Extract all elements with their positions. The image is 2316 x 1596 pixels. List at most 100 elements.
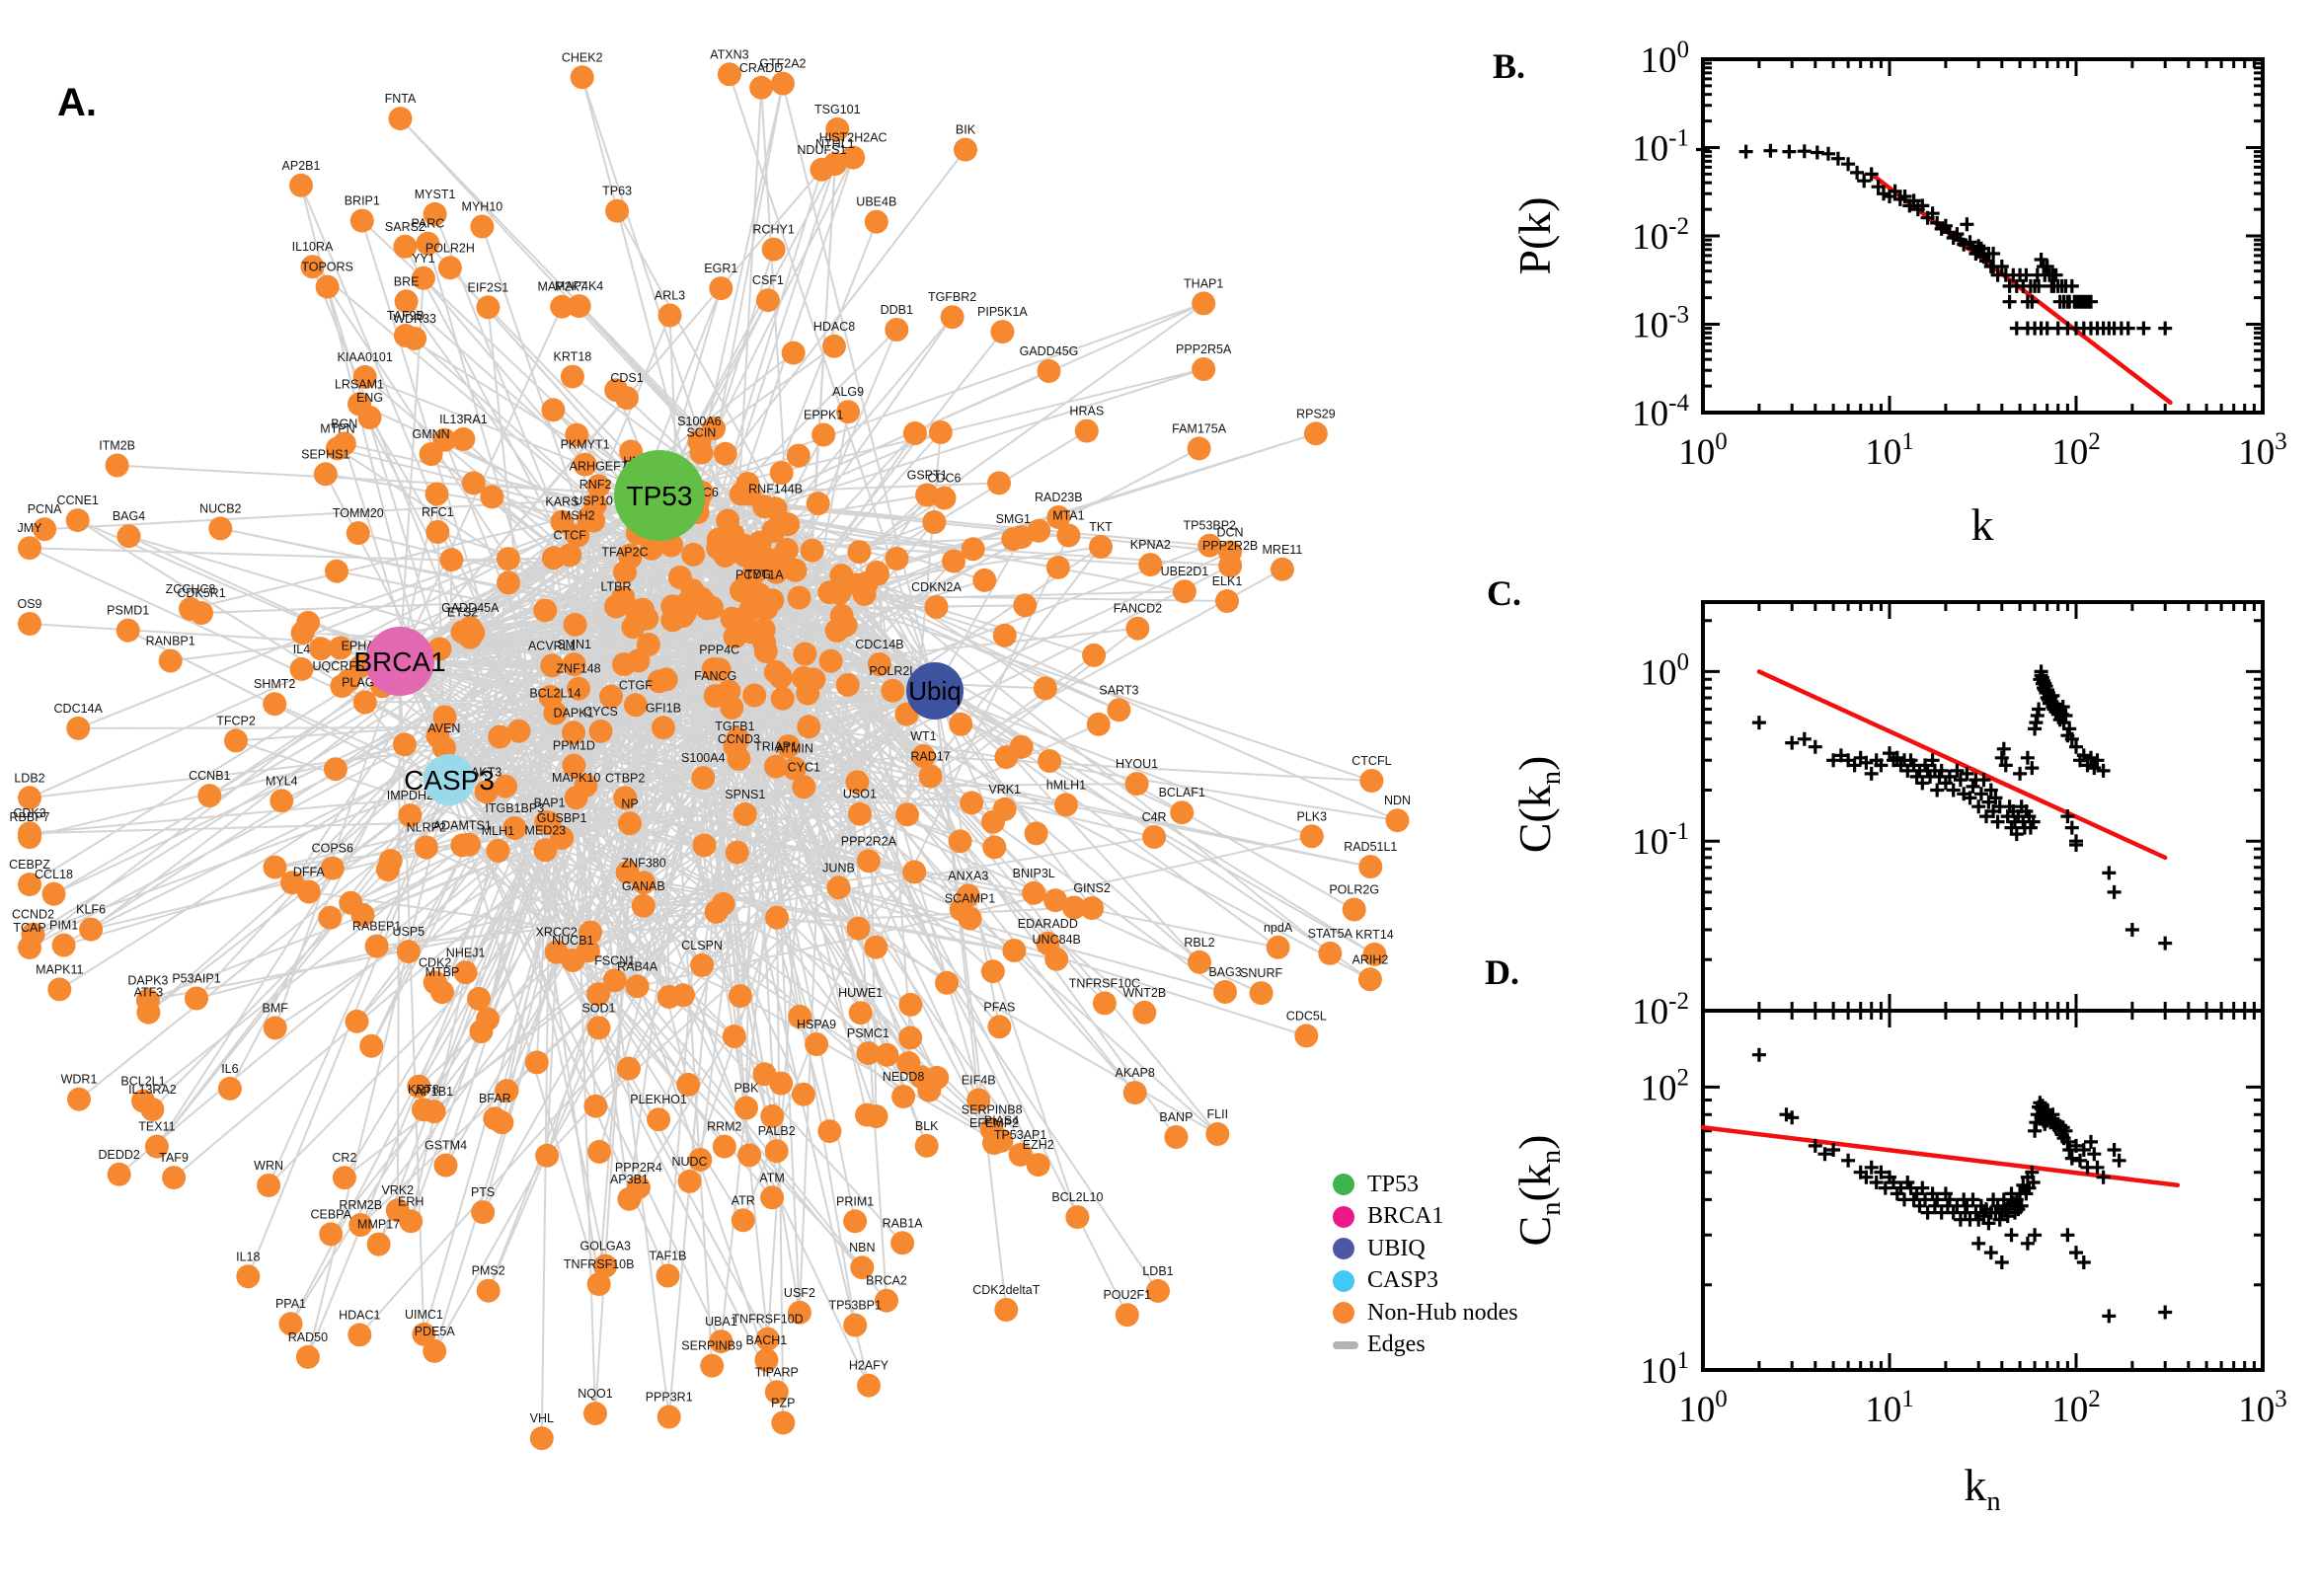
non-hub-node — [843, 1313, 868, 1337]
non-hub-node — [1086, 712, 1111, 736]
gene-label: SMG1 — [996, 512, 1031, 526]
gene-label: DFFA — [293, 866, 326, 879]
gene-label: OS9 — [17, 597, 41, 611]
legend-item-ubiq: UBIQ — [1333, 1233, 1518, 1265]
non-hub-node — [541, 398, 566, 422]
gene-label: AP1B1 — [415, 1085, 453, 1099]
non-hub-node — [565, 422, 589, 447]
non-hub-node — [966, 1088, 991, 1112]
non-hub-node — [407, 1074, 431, 1099]
gene-label: JMY — [18, 521, 43, 535]
non-hub-node — [1358, 855, 1383, 879]
non-hub-node — [681, 542, 706, 567]
non-hub-node — [735, 472, 760, 495]
non-hub-node — [902, 860, 927, 884]
non-hub-node — [895, 802, 919, 827]
non-hub-node — [720, 696, 744, 720]
legend-label: CASP3 — [1367, 1267, 1439, 1294]
non-hub-node — [496, 547, 520, 571]
non-hub-node — [587, 1139, 612, 1164]
gene-label: TCAP — [13, 921, 45, 935]
non-hub-node — [631, 893, 656, 918]
tick-label: 101 — [1865, 1386, 1914, 1430]
gene-label: SHMT2 — [254, 677, 295, 691]
non-hub-node — [135, 988, 160, 1013]
gene-label: PKMYT1 — [561, 438, 610, 452]
non-hub-node — [677, 1169, 702, 1193]
non-hub-node — [836, 400, 861, 424]
non-hub-node — [325, 559, 348, 583]
gene-label: UBE2D1 — [1161, 565, 1209, 578]
non-hub-node — [699, 595, 724, 620]
non-hub-node — [320, 856, 345, 880]
gene-label: GSTM4 — [425, 1139, 467, 1153]
gene-label: NDUFS1 — [797, 143, 846, 157]
non-hub-node — [1008, 1142, 1033, 1167]
non-hub-node — [1215, 589, 1239, 613]
non-hub-node — [319, 1222, 344, 1247]
non-hub-node — [1002, 939, 1027, 962]
legend-label: UBIQ — [1367, 1235, 1426, 1261]
non-hub-node — [469, 1020, 494, 1043]
non-hub-node — [1170, 800, 1195, 825]
gene-label: EIF2S1 — [468, 280, 509, 294]
gene-label: CDC14B — [855, 638, 903, 651]
non-hub-node — [713, 441, 737, 466]
gene-label: TEX11 — [138, 1120, 175, 1134]
non-hub-node — [616, 1056, 641, 1081]
non-hub-node — [1062, 895, 1086, 920]
non-hub-node — [533, 838, 558, 863]
non-hub-node — [709, 276, 733, 301]
non-hub-node — [339, 890, 363, 915]
legend-item-nonhub: Non-Hub nodes — [1333, 1297, 1518, 1330]
non-hub-node — [833, 613, 858, 638]
tick-labels: 100 10-1 10-2 — [1632, 648, 1689, 1032]
non-hub-node — [835, 673, 860, 697]
gene-label: TOMM20 — [333, 506, 384, 520]
gene-label: RRM2 — [707, 1120, 741, 1134]
non-hub-node — [771, 1410, 796, 1435]
non-hub-node — [1213, 980, 1237, 1004]
gene-label: CDC6 — [927, 472, 961, 486]
gene-label: LDB2 — [14, 771, 44, 785]
non-hub-node — [579, 920, 603, 945]
gene-label: PIP5K1A — [977, 305, 1028, 319]
non-hub-node — [332, 431, 356, 456]
gene-label: PPP2R5A — [1176, 342, 1232, 356]
non-hub-node — [280, 871, 304, 895]
non-hub-node — [576, 939, 600, 963]
non-hub-node — [793, 642, 817, 666]
non-hub-node — [1089, 535, 1113, 559]
casp3-hub-label: CASP3 — [404, 765, 495, 796]
non-hub-node — [728, 984, 752, 1009]
gene-label: KLF6 — [76, 903, 106, 917]
gene-label: UQCRFS1 — [313, 659, 372, 673]
non-hub-node — [263, 1016, 287, 1040]
non-hub-node — [1188, 950, 1211, 974]
gene-label: BCL2L1 — [120, 1074, 165, 1088]
gene-label: TSG101 — [814, 103, 861, 116]
non-hub-node — [1359, 769, 1384, 793]
gene-label: TDG — [745, 568, 771, 581]
non-hub-node — [847, 801, 872, 826]
non-hub-node — [734, 1096, 758, 1120]
gene-label: KRT14 — [1355, 928, 1394, 942]
non-hub-node — [439, 548, 464, 572]
non-hub-node — [599, 684, 623, 709]
gene-label: PFAS — [983, 1000, 1015, 1014]
non-hub-node — [726, 726, 750, 751]
gene-label: THAP1 — [1184, 276, 1223, 290]
legend-item-brca1: BRCA1 — [1333, 1201, 1518, 1234]
non-hub-node — [345, 1009, 369, 1033]
non-hub-node — [755, 1327, 780, 1351]
fit-line — [1700, 1125, 2181, 1188]
panel-b-x-axis-label: k — [1970, 499, 1994, 550]
gene-label: IL13RA2 — [128, 1083, 177, 1097]
non-hub-node — [430, 980, 454, 1005]
non-hub-node — [586, 1016, 611, 1040]
non-hub-node — [1092, 991, 1117, 1016]
non-hub-node — [347, 392, 371, 417]
gene-label: COPS6 — [312, 842, 353, 856]
gene-label: FAM175A — [1172, 421, 1227, 435]
